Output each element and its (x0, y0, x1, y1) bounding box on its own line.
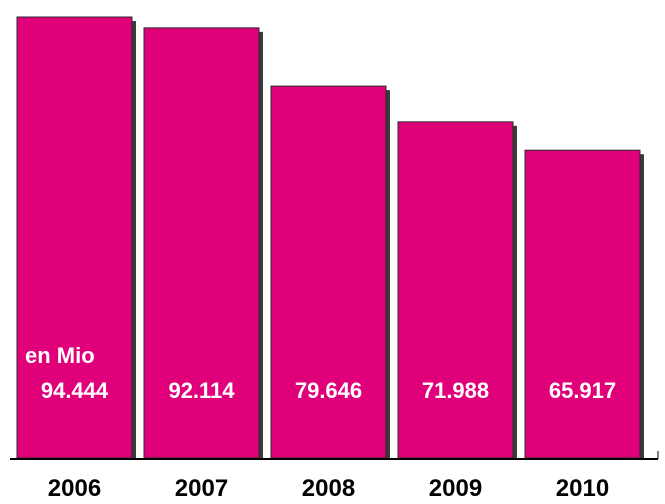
labels-layer: 94.444 92.114 79.646 71.988 65.917 en Mio (25, 343, 616, 403)
data-label-2008: 79.646 (295, 378, 362, 403)
bars-layer (16, 16, 644, 459)
unit-label: en Mio (25, 343, 95, 368)
bar-2006 (16, 16, 133, 459)
x-tick-label-2007: 2007 (175, 475, 228, 502)
x-tick-label-2006: 2006 (48, 475, 101, 502)
x-tick-labels: 2006 2007 2008 2009 2010 (48, 475, 609, 502)
bar-2007 (143, 27, 260, 459)
bar-2010 (524, 149, 641, 459)
data-label-2007: 92.114 (168, 378, 235, 403)
data-label-2006: 94.444 (41, 378, 109, 403)
x-tick-label-2010: 2010 (556, 475, 609, 502)
data-label-2010: 65.917 (549, 378, 616, 403)
x-tick-label-2008: 2008 (302, 475, 355, 502)
x-tick-label-2009: 2009 (429, 475, 482, 502)
data-label-2009: 71.988 (422, 378, 489, 403)
bar-2009 (397, 121, 514, 459)
